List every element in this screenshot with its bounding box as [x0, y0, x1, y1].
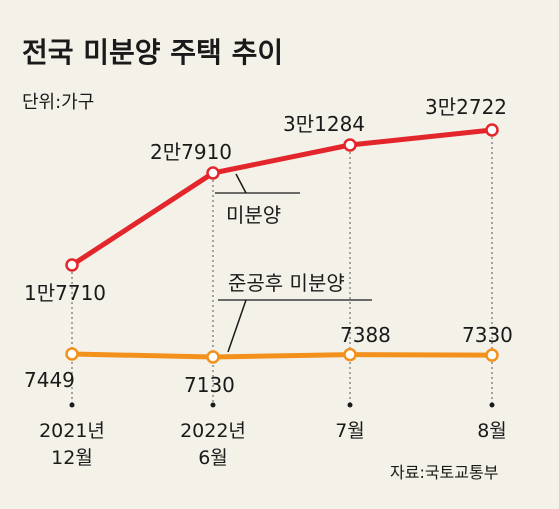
data-label: 7130 [184, 373, 235, 397]
data-point [343, 347, 357, 362]
series-line [69, 351, 495, 360]
x-tick-label: 2022년 [180, 420, 246, 442]
data-point [485, 123, 499, 137]
data-point [65, 258, 79, 272]
x-tick-label: 6월 [198, 447, 228, 469]
data-point [343, 138, 357, 152]
data-labels: 1만7710 2만7910 3만1284 3만2722 7449 7130 7388 7330 [24, 95, 513, 397]
x-tick [210, 402, 216, 408]
series-line [69, 127, 495, 268]
x-tick-label: 7월 [335, 420, 365, 442]
series-name-label: 미분양 [226, 203, 281, 227]
guide-lines [71, 137, 493, 403]
x-tick-label: 2021년 [39, 420, 105, 442]
data-label: 2만7910 [150, 140, 232, 164]
x-tick [347, 402, 353, 408]
series-name-label: 준공후 미분양 [228, 271, 345, 295]
unit-label: 단위:가구 [22, 92, 94, 113]
data-point [206, 166, 220, 180]
data-point [485, 348, 499, 362]
data-label: 7330 [462, 323, 513, 347]
x-tick [69, 402, 75, 408]
data-label: 3만2722 [425, 95, 507, 119]
x-axis: 2021년 12월 2022년 6월 7월 8월 [39, 402, 507, 469]
data-label: 7388 [340, 323, 391, 347]
data-point [206, 350, 220, 364]
data-label: 1만7710 [24, 281, 106, 305]
series-lines [65, 123, 499, 364]
data-label: 7449 [24, 368, 75, 392]
x-tick [489, 402, 495, 408]
x-tick-label: 8월 [477, 420, 507, 442]
data-point [65, 347, 79, 361]
source-note: 자료:국토교통부 [390, 463, 498, 482]
x-tick-label: 12월 [51, 447, 93, 469]
chart-title: 전국 미분양 주택 추이 [22, 36, 283, 69]
callout-line [235, 173, 247, 194]
callout-line [227, 299, 247, 353]
data-label: 3만1284 [283, 112, 365, 136]
